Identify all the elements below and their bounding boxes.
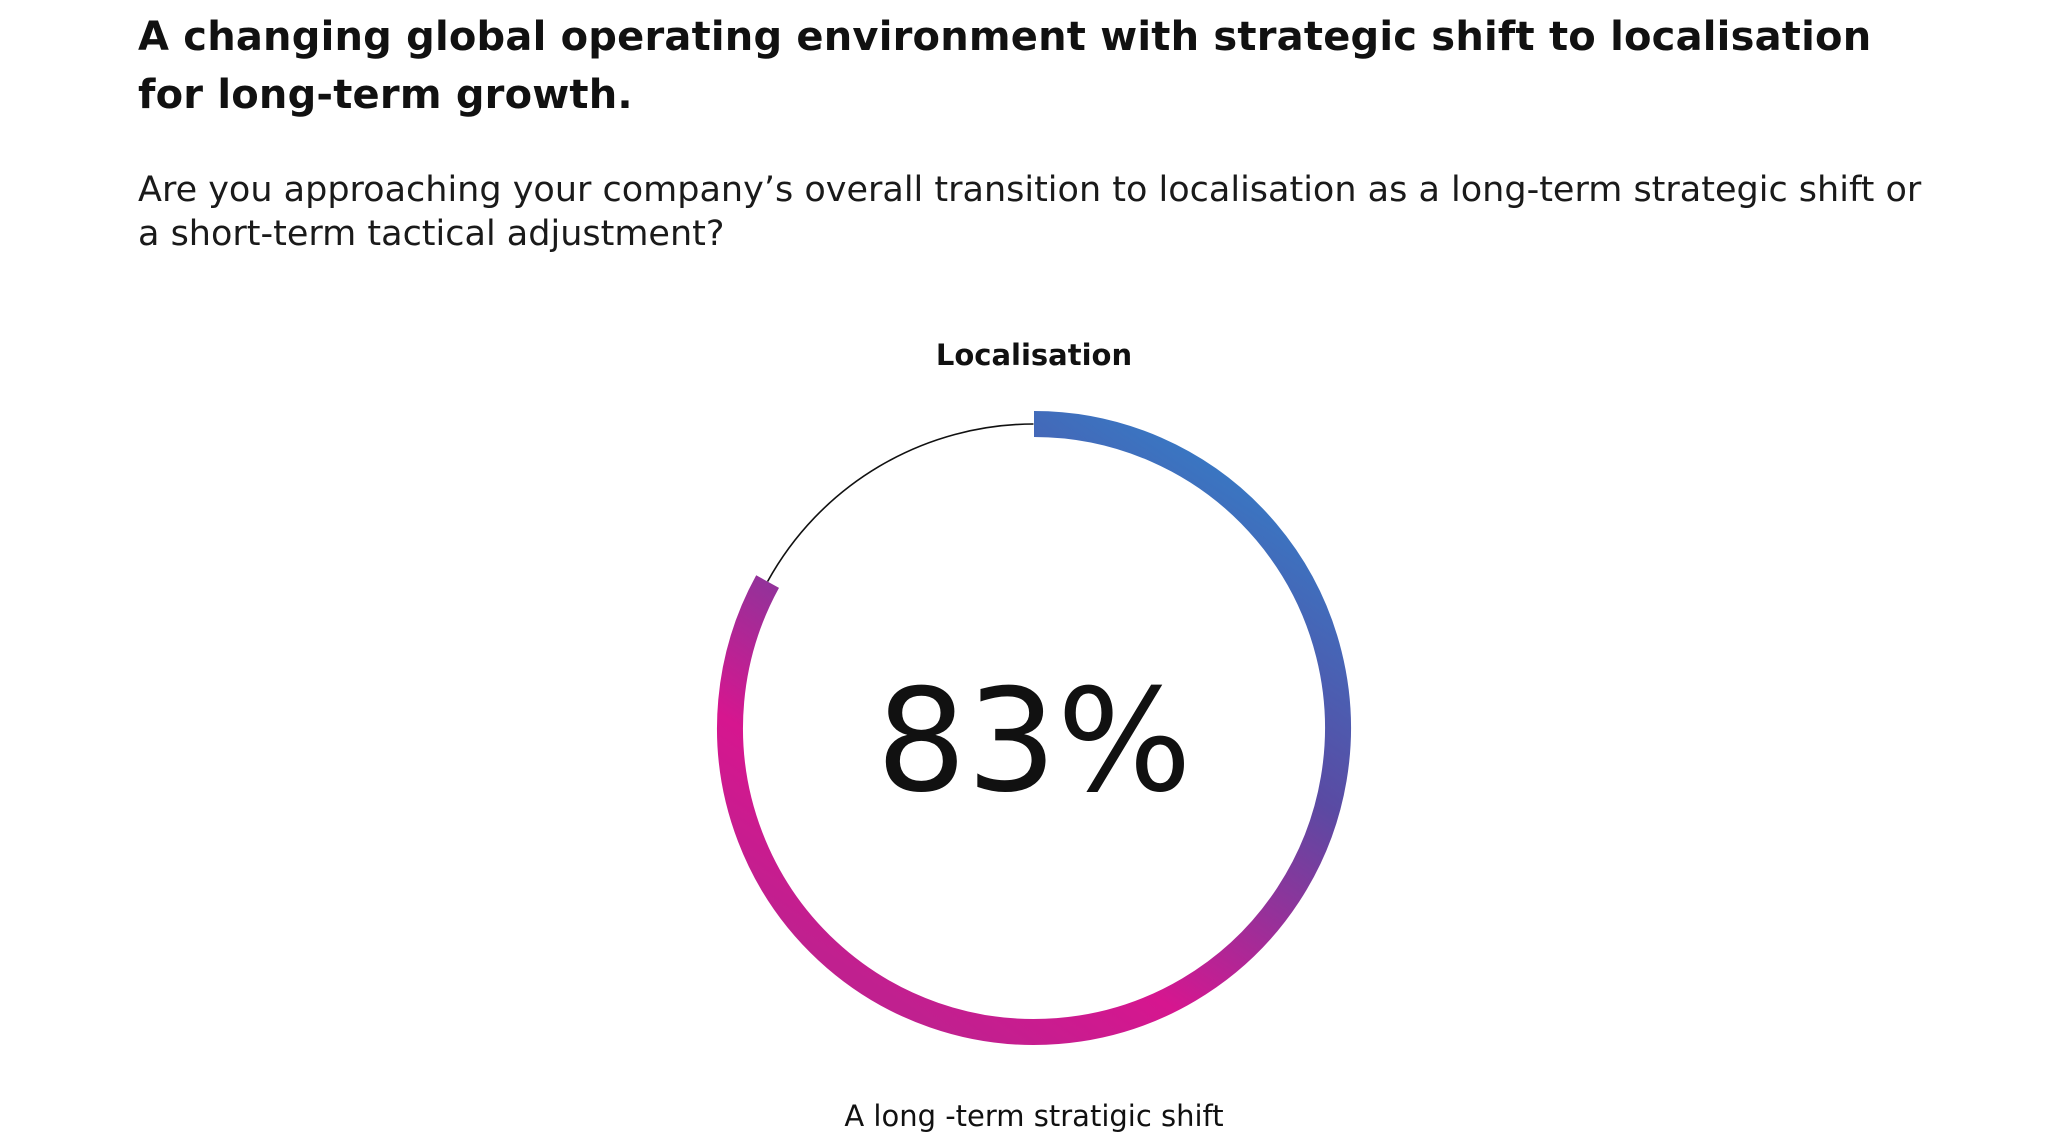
- page-headline: A changing global operating environment …: [138, 8, 1898, 124]
- donut-value-arc: [717, 411, 1351, 1045]
- survey-question: Are you approaching your company’s overa…: [138, 170, 1922, 254]
- donut-remainder-arc: [766, 423, 1034, 582]
- donut-center-value: 83%: [876, 659, 1192, 824]
- headline-line-2: for long-term growth.: [138, 72, 633, 118]
- headline-line-1: A changing global operating environment …: [138, 14, 1872, 60]
- chart-title: Localisation: [936, 338, 1132, 372]
- donut-caption: A long -term stratigic shift: [844, 1099, 1223, 1133]
